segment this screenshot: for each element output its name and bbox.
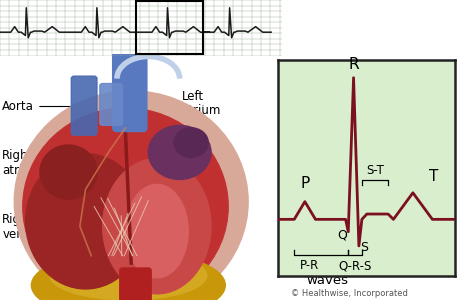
FancyBboxPatch shape [119,268,151,300]
Ellipse shape [26,154,145,289]
Ellipse shape [23,108,228,300]
FancyBboxPatch shape [100,83,123,125]
Text: P: P [300,176,309,191]
Text: Right
ventricle: Right ventricle [2,212,80,241]
Text: Q-R-S: Q-R-S [338,259,371,272]
Bar [135,1,203,54]
Ellipse shape [174,128,208,157]
Ellipse shape [40,145,97,199]
Text: R: R [347,56,358,71]
Ellipse shape [148,125,211,179]
Text: P-R: P-R [299,259,318,272]
Text: S-T: S-T [365,164,383,177]
Ellipse shape [102,158,211,294]
Ellipse shape [50,251,207,300]
Text: S: S [359,241,367,254]
Text: © Healthwise, Incorporated: © Healthwise, Incorporated [291,289,407,298]
Text: Left
ventricle: Left ventricle [179,212,231,241]
Ellipse shape [125,184,188,278]
FancyBboxPatch shape [71,76,97,135]
Text: Electrocardiogram
waves: Electrocardiogram waves [306,259,428,286]
Text: Left
atrium: Left atrium [181,89,221,118]
Text: T: T [429,169,438,184]
Text: Aorta: Aorta [2,100,121,113]
FancyBboxPatch shape [112,50,146,131]
Text: Q: Q [336,228,346,241]
Ellipse shape [31,251,225,300]
Text: Right
atrium: Right atrium [2,149,82,178]
Ellipse shape [14,91,247,300]
